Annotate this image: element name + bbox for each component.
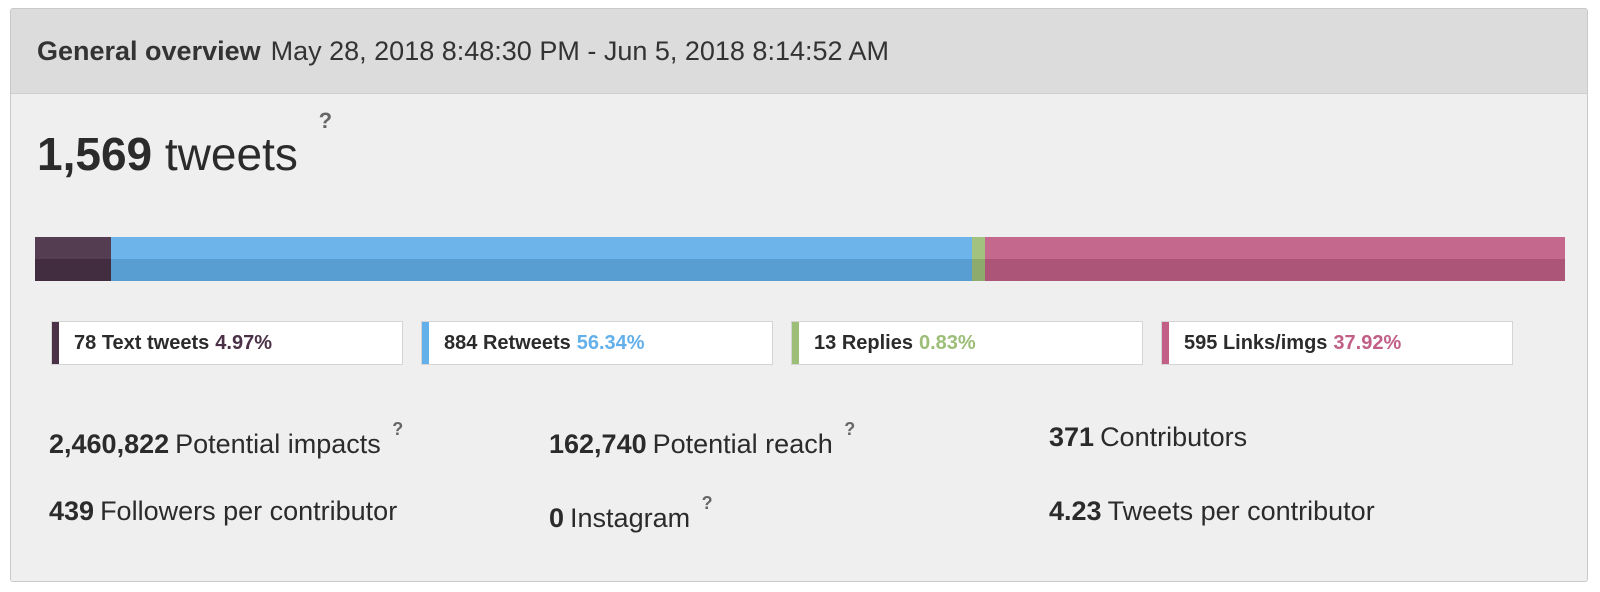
stats-grid: 2,460,822 Potential impacts ? 162,740 Poten… (49, 417, 1549, 533)
stat-label: Followers per contributor (100, 496, 398, 526)
legend-count: 884 (444, 331, 478, 354)
legend-label: Retweets (482, 331, 571, 354)
stat-instagram: 0 Instagram ? (549, 491, 1049, 533)
stat-potential-reach: 162,740 Potential reach ? (549, 417, 1049, 459)
legend-percent: 0.83% (918, 331, 976, 354)
stat-value: 162,740 (549, 429, 647, 459)
tweet-type-bar (35, 237, 1565, 281)
help-icon[interactable]: ? (318, 107, 333, 133)
legend-swatch (422, 322, 429, 364)
stat-label: Potential reach (652, 429, 833, 459)
legend-swatch (1162, 322, 1169, 364)
legend-label: Text tweets (101, 331, 210, 354)
legend-label: Links/imgs (1222, 331, 1328, 354)
bar-segment-links-imgs (985, 237, 1565, 281)
total-count: 1,569 (37, 128, 153, 180)
panel-header: General overview May 28, 2018 8:48:30 PM… (11, 9, 1587, 94)
bar-segment-replies (972, 237, 986, 281)
stat-potential-impacts: 2,460,822 Potential impacts ? (49, 417, 549, 459)
date-range: May 28, 2018 8:48:30 PM - Jun 5, 2018 8:… (270, 35, 890, 66)
legend-count: 13 (814, 331, 837, 354)
legend-swatch (52, 322, 59, 364)
stat-value: 4.23 (1049, 496, 1102, 526)
legend-item: 884 Retweets 56.34% (421, 321, 773, 365)
stat-label: Tweets per contributor (1107, 496, 1375, 526)
stat-followers-per-contributor: 439 Followers per contributor (49, 491, 549, 531)
legend-item: 13 Replies 0.83% (791, 321, 1143, 365)
stat-value: 0 (549, 503, 565, 533)
stat-contributors: 371 Contributors (1049, 417, 1549, 457)
legend-item: 78 Text tweets 4.97% (51, 321, 403, 365)
stat-label: Potential impacts (175, 429, 381, 459)
stat-tweets-per-contributor: 4.23 Tweets per contributor (1049, 491, 1549, 531)
stat-value: 439 (49, 496, 95, 526)
help-icon[interactable]: ? (392, 419, 404, 439)
stat-value: 2,460,822 (49, 429, 170, 459)
legend-count: 595 (1184, 331, 1218, 354)
legend-count: 78 (74, 331, 97, 354)
stat-value: 371 (1049, 422, 1095, 452)
panel-title: General overview (37, 35, 261, 66)
tweet-type-legend: 78 Text tweets 4.97% 884 Retweets 56.34% 13 … (51, 321, 1513, 365)
legend-label: Replies (841, 331, 913, 354)
stat-label: Contributors (1100, 422, 1248, 452)
legend-item: 595 Links/imgs 37.92% (1161, 321, 1513, 365)
bar-segment-retweets (110, 237, 973, 281)
total-tweets: 1,569 tweets ? (37, 108, 332, 181)
total-label: tweets (164, 128, 298, 180)
stat-label: Instagram (570, 503, 691, 533)
legend-percent: 56.34% (576, 331, 645, 354)
legend-percent: 4.97% (215, 331, 272, 354)
legend-swatch (792, 322, 799, 364)
legend-percent: 37.92% (1333, 331, 1402, 354)
help-icon[interactable]: ? (844, 419, 856, 439)
bar-segment-text-tweets (35, 237, 111, 281)
general-overview-panel: General overview May 28, 2018 8:48:30 PM… (10, 8, 1588, 582)
help-icon[interactable]: ? (701, 493, 713, 513)
